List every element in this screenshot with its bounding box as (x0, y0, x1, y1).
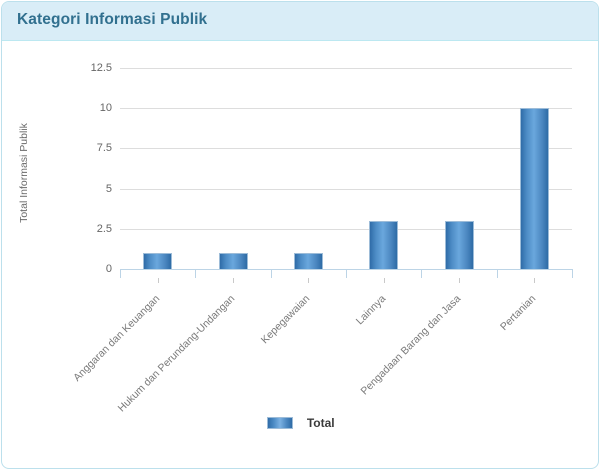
y-tick-label: 10 (99, 102, 112, 115)
x-axis-tick (157, 278, 159, 283)
y-tick-label: 0 (105, 263, 112, 275)
legend-item-total[interactable]: Total (267, 414, 335, 432)
bar[interactable] (444, 220, 474, 269)
chart-canvas: Total Informasi Publik 0 2.5 5 7.5 10 12.5 An… (2, 42, 598, 468)
y-tick-label: 5 (105, 182, 112, 195)
x-axis-separator (195, 269, 197, 278)
y-tick-label: 2.5 (96, 222, 112, 235)
gridline (120, 188, 572, 190)
bar[interactable] (519, 108, 549, 269)
y-axis-tick-labels: 0 2.5 5 7.5 10 12.5 (72, 62, 112, 275)
y-axis-title: Total Informasi Publik (18, 123, 30, 223)
gridline (120, 228, 572, 230)
bar[interactable] (218, 252, 248, 269)
x-axis-tick (534, 278, 536, 283)
x-axis-tick (383, 278, 385, 283)
y-tick-label: 12.5 (90, 62, 112, 74)
page-title: Kategori Informasi Publik (17, 11, 208, 28)
bar[interactable] (293, 252, 323, 269)
y-tick-label: 7.5 (96, 142, 112, 155)
legend-item-label: Total (306, 415, 335, 430)
x-axis-separator (120, 269, 121, 278)
x-axis-tick (308, 278, 310, 283)
x-axis-separator (346, 269, 347, 278)
x-axis-tick (233, 278, 234, 283)
gridline (120, 148, 572, 150)
chart-legend: Total (2, 414, 598, 432)
gridline (120, 68, 572, 69)
card-header: Kategori Informasi Publik (2, 2, 598, 41)
x-axis-separator (270, 269, 272, 278)
x-axis-tick (459, 278, 460, 283)
bar-series-total (120, 68, 572, 269)
bar[interactable] (143, 252, 173, 269)
legend-swatch-icon (267, 416, 294, 429)
x-axis-separator (421, 269, 423, 278)
x-axis-separator (496, 269, 498, 278)
gridline (120, 108, 572, 110)
bar[interactable] (369, 220, 399, 269)
x-axis-separator (572, 269, 573, 278)
